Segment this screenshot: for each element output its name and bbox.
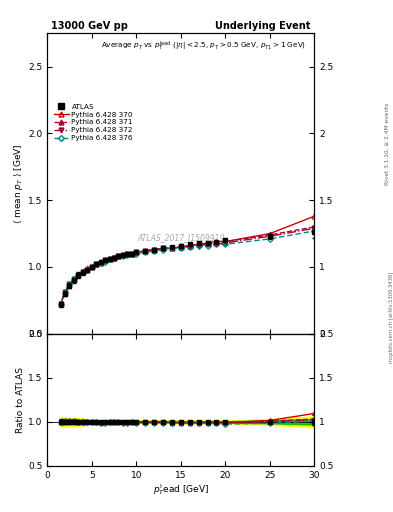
Text: 13000 GeV pp: 13000 GeV pp — [51, 20, 128, 31]
Text: Rivet 3.1.10, ≥ 2.4M events: Rivet 3.1.10, ≥ 2.4M events — [385, 102, 389, 185]
Y-axis label: $\langle$ mean $p_T$ $\rangle$ [GeV]: $\langle$ mean $p_T$ $\rangle$ [GeV] — [12, 143, 25, 224]
Y-axis label: Ratio to ATLAS: Ratio to ATLAS — [16, 367, 25, 433]
Legend: ATLAS, Pythia 6.428 370, Pythia 6.428 371, Pythia 6.428 372, Pythia 6.428 376: ATLAS, Pythia 6.428 370, Pythia 6.428 37… — [53, 103, 134, 142]
Text: mcplots.cern.ch [arXiv:1306.3436]: mcplots.cern.ch [arXiv:1306.3436] — [389, 272, 393, 363]
Text: Average $p_T$ vs $p_T^{\rm lead}$ ($|\eta| < 2.5$, $p_T > 0.5$ GeV, $p_{T1} > 1$: Average $p_T$ vs $p_T^{\rm lead}$ ($|\et… — [101, 39, 307, 53]
X-axis label: $p_T^{\rm l}$ead [GeV]: $p_T^{\rm l}$ead [GeV] — [152, 482, 209, 498]
Text: ATLAS_2017_I1509919: ATLAS_2017_I1509919 — [137, 233, 224, 242]
Text: Underlying Event: Underlying Event — [215, 20, 310, 31]
